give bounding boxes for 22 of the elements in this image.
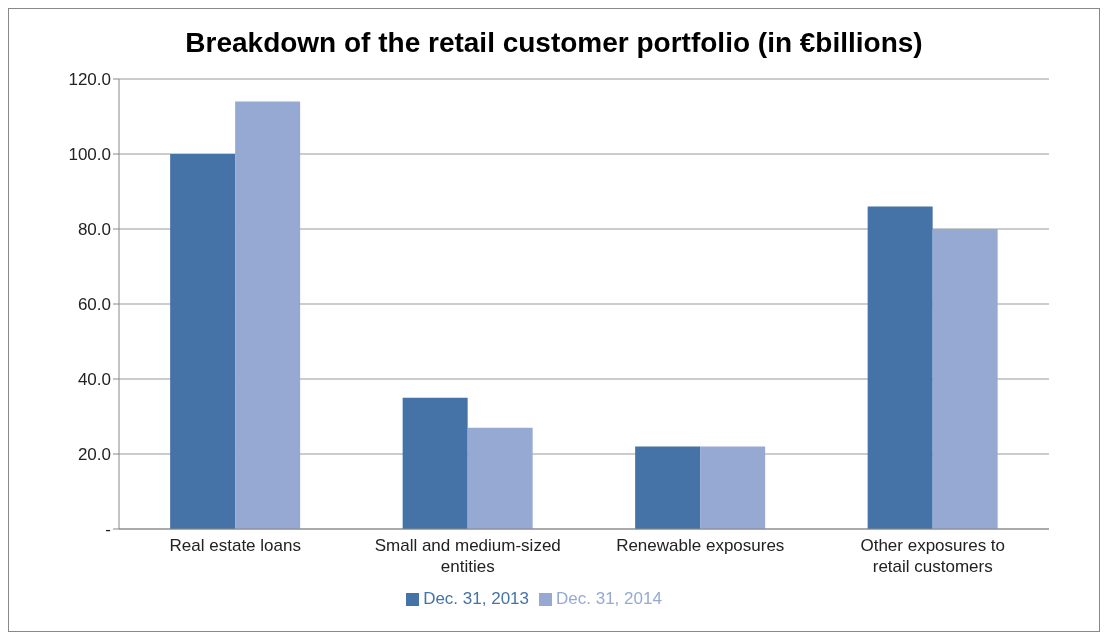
bar [467,427,533,529]
bar [635,446,701,529]
y-tick-label: 80.0 [77,220,111,240]
bar [700,446,766,529]
y-tick-label: 40.0 [77,370,111,390]
x-tick-label: Renewable exposures [616,536,785,555]
x-tick-label: Real estate loans [169,536,301,555]
y-tick-label: 20.0 [77,445,111,465]
bar [170,154,236,529]
y-tick-label: 100.0 [68,145,111,165]
bar [867,206,933,529]
legend-label: Dec. 31, 2013 [423,589,529,608]
x-tick-label: Other exposures to retail customers [860,536,1006,576]
y-tick-label: 60.0 [77,295,111,315]
legend-label: Dec. 31, 2014 [556,589,662,608]
y-tick-label: - [105,520,111,540]
bar [932,229,998,529]
bar [235,101,301,529]
x-tick-label: Small and medium-sized entities [374,536,561,576]
bar [402,397,468,529]
y-tick-label: 120.0 [68,70,111,90]
chart-title: Breakdown of the retail customer portfolio (in €billions) [184,27,924,59]
